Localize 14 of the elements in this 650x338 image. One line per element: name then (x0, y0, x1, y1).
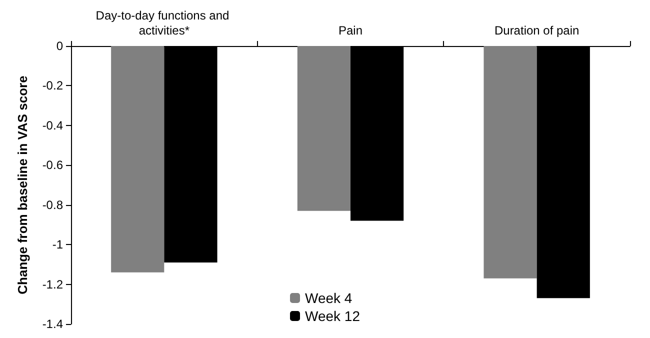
y-tick-label: -0.8 (42, 198, 64, 212)
x-tick-label: Pain (338, 24, 363, 38)
y-axis-title: Change from baseline in VAS score (15, 76, 30, 294)
y-tick-label: -0.6 (42, 158, 64, 172)
y-tick-label: -1 (52, 238, 64, 252)
y-tick-label: -0.2 (42, 78, 64, 93)
legend-label: Week 4 (305, 290, 352, 306)
legend-label: Week 12 (305, 308, 360, 324)
y-tick-label: -0.4 (42, 118, 64, 132)
y-tick-label: -1.2 (42, 277, 64, 292)
x-tick-label: Duration of pain (494, 24, 580, 38)
y-tick-label: 0 (56, 39, 64, 53)
x-tick-label: Day-to-day functions and activities* (96, 8, 233, 38)
y-tick-label: -1.4 (42, 317, 64, 331)
